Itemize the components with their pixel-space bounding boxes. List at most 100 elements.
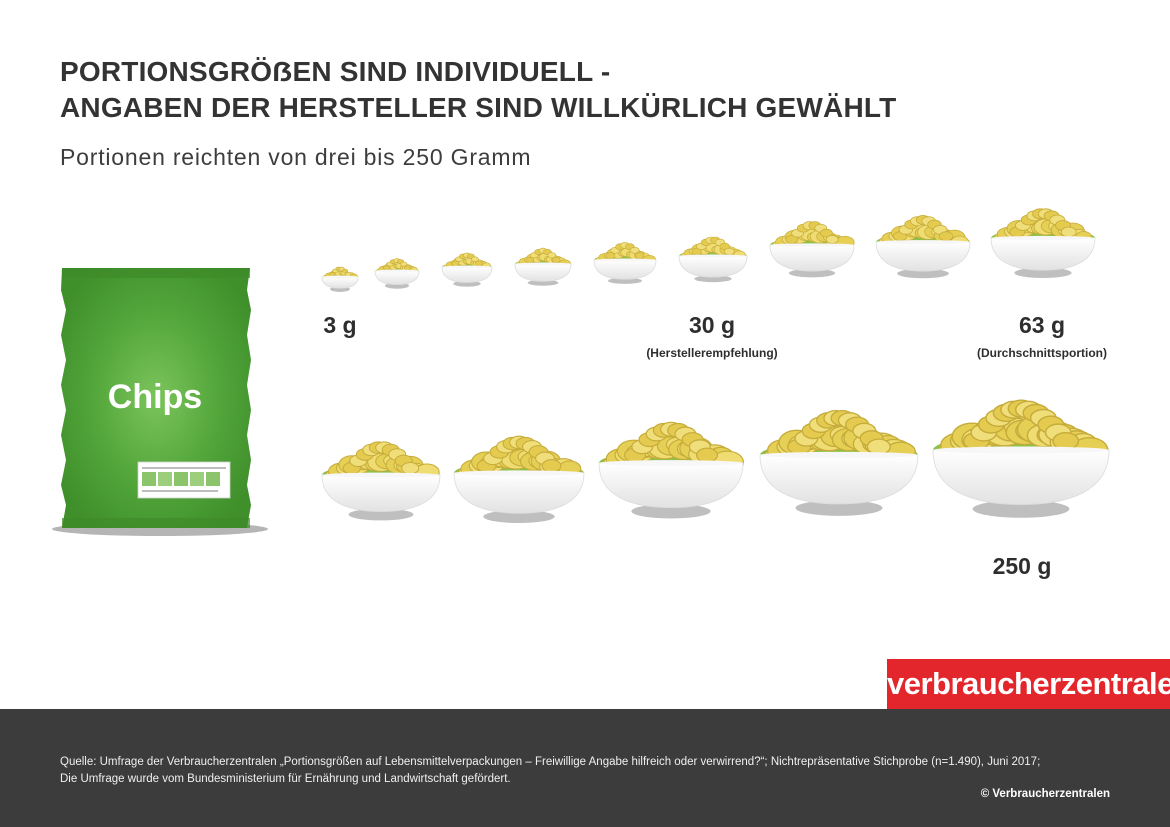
bowl-body [321, 474, 441, 512]
chip [820, 228, 833, 238]
bowl-12 [598, 421, 745, 519]
chip [695, 447, 718, 463]
source-line-1: Quelle: Umfrage der Verbraucherzentralen… [60, 756, 1041, 768]
chip [1060, 226, 1077, 238]
bowl-11 [453, 435, 585, 524]
chip [342, 268, 348, 273]
chip [403, 265, 411, 271]
bowl-2 [374, 258, 420, 289]
chip [634, 252, 645, 259]
chip [328, 272, 335, 277]
bowl-8 [875, 215, 971, 279]
chips-heap [938, 399, 1109, 464]
label-30g-note: (Herstellerempfehlung) [646, 346, 778, 360]
bowl-body [759, 454, 919, 505]
source-note: Quelle: Umfrage der Verbraucherzentralen… [60, 754, 1040, 788]
chip [605, 252, 616, 259]
illustration: Chips [52, 208, 1110, 536]
bowl-shadow [972, 500, 1070, 518]
bowl-body [875, 241, 971, 272]
bowl-lip [876, 240, 970, 244]
bowl-14 [932, 399, 1110, 518]
bowl-shadow [1014, 267, 1072, 279]
bowl-body [374, 270, 420, 286]
bag-top-seal [62, 268, 250, 278]
copyright: © Verbraucherzentralen [980, 788, 1110, 800]
title-line-2: ANGABEN DER HERSTELLER SIND WILLKÜRLICH … [60, 92, 897, 123]
chip [866, 438, 891, 455]
bag-label: Chips [108, 378, 202, 416]
bowl-lip [594, 258, 656, 262]
chips-heap [603, 421, 745, 474]
bowl-10 [321, 441, 441, 521]
bowl-3 [441, 252, 493, 287]
bowl-body [990, 237, 1096, 271]
bowls-group [321, 208, 1110, 524]
chip [345, 272, 352, 277]
bowl-9 [990, 208, 1096, 279]
title-line-1: PORTIONSGRÖẞEN SIND INDIVIDUELL - [60, 56, 611, 87]
bowl-6 [678, 236, 748, 283]
chip [400, 261, 408, 267]
bowl-shadow [631, 504, 711, 519]
bowl-body [932, 449, 1110, 505]
bowl-body [769, 244, 855, 272]
bowl-4 [514, 247, 572, 286]
bowl-shadow [694, 275, 732, 283]
label-30g: 30 g [688, 312, 736, 338]
bowl-lip [442, 265, 492, 269]
label-250g: 250 g [992, 553, 1052, 579]
bowl-shadow [795, 500, 883, 516]
bowl-lip [599, 460, 743, 466]
subtitle: Portionen reichten von drei bis 250 Gram… [60, 144, 532, 170]
bowl-7 [769, 221, 855, 278]
bowl-body [598, 462, 744, 509]
bowl-shadow [348, 508, 414, 521]
bowl-lip [322, 472, 440, 478]
nutrition-label-icon [137, 461, 231, 499]
source-line-2: Die Umfrage wurde vom Bundesministerium … [60, 773, 511, 785]
bowl-lip [454, 470, 584, 476]
bowl-shadow [897, 268, 949, 279]
bowl-lip [515, 262, 571, 266]
chip [547, 252, 557, 259]
chip [551, 256, 561, 263]
chip [785, 235, 799, 244]
label-63g-note: (Durchschnittsportion) [977, 346, 1107, 360]
chips-heap [443, 252, 491, 270]
label-63g: 63 g [1018, 312, 1066, 338]
bowl-body [453, 472, 585, 514]
chip [724, 247, 735, 256]
bowl-lip [991, 235, 1095, 241]
chip [474, 260, 483, 267]
chip [825, 235, 839, 244]
brand-logo: verbraucherzentrale [887, 659, 1170, 709]
chip [401, 462, 420, 475]
page-title: PORTIONSGRÖẞEN SIND INDIVIDUELL - ANGABE… [60, 54, 896, 126]
bowl-lip [679, 254, 747, 258]
chip [629, 247, 640, 254]
bowl-body [321, 276, 359, 289]
bowl-body [514, 263, 572, 282]
bowl-shadow [483, 510, 555, 524]
bag-bottom-seal [62, 518, 250, 528]
bowl-lip [760, 451, 918, 459]
bowl-shadow [788, 268, 836, 278]
chip [719, 242, 730, 250]
bowl-1 [321, 266, 359, 293]
bowl-body [593, 259, 657, 280]
bowl-lip [770, 243, 854, 247]
bowl-lip [322, 275, 358, 279]
label-3g: 3 g [323, 312, 357, 338]
bowl-body [441, 266, 493, 283]
bowl-13 [759, 409, 919, 516]
chips-heap [325, 441, 440, 482]
bowl-5 [593, 242, 657, 284]
chips-bag: Chips [52, 268, 268, 536]
chip [541, 459, 562, 473]
chip [938, 231, 954, 242]
chips-heap [681, 236, 746, 260]
bowl-lip [933, 446, 1109, 454]
bowl-shadow [607, 277, 643, 284]
chip [470, 256, 479, 262]
